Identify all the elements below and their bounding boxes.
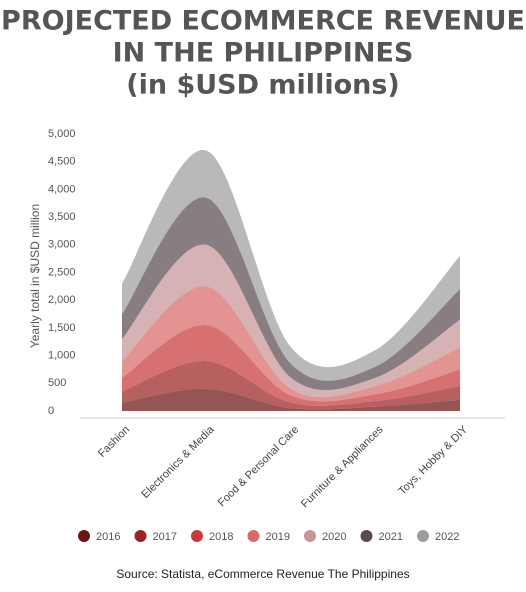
legend-marker xyxy=(417,530,429,542)
legend-label: 2019 xyxy=(266,531,290,543)
legend-marker xyxy=(247,530,260,542)
area xyxy=(122,361,460,410)
x-tick-label: Food & Personal Care xyxy=(216,424,301,509)
x-tick-label: Furniture & Appliances xyxy=(299,423,386,510)
chart-title: IN THE PHILIPPINES xyxy=(113,38,414,69)
legend-marker xyxy=(78,530,90,542)
area xyxy=(122,324,460,406)
y-tick-label: 3,500 xyxy=(48,211,76,223)
y-tick-label: 0 xyxy=(48,405,54,417)
y-axis-label: Yearly total in $USD million xyxy=(28,204,42,348)
x-tick-label: Toys, Hobby & DIY xyxy=(396,423,470,497)
y-tick-label: 2,000 xyxy=(48,294,76,306)
chart-title: (in $USD millions) xyxy=(126,70,400,101)
x-tick-label: Fashion xyxy=(96,424,132,460)
legend-marker xyxy=(191,530,203,542)
area xyxy=(122,244,460,398)
legend-label: 2022 xyxy=(435,531,459,543)
y-tick-label: 4,000 xyxy=(48,183,76,195)
legend-marker xyxy=(304,530,316,542)
y-tick-label: 4,500 xyxy=(48,156,76,168)
source: Source: Statista, eCommerce Revenue The … xyxy=(116,567,409,581)
legend-marker xyxy=(360,530,373,542)
legend-label: 2021 xyxy=(379,531,403,543)
legend-label: 2016 xyxy=(96,531,120,543)
area xyxy=(122,286,460,402)
y-tick-label: 2,500 xyxy=(48,266,76,278)
y-tick-label: 5,000 xyxy=(48,128,76,140)
y-tick-label: 1,500 xyxy=(48,322,76,334)
y-tick-label: 1,000 xyxy=(48,350,76,362)
legend-label: 2020 xyxy=(322,531,346,543)
legend-label: 2018 xyxy=(209,531,233,543)
area xyxy=(122,388,460,411)
y-tick-label: 500 xyxy=(48,377,66,389)
x-tick-label: Electronics & Media xyxy=(139,423,217,501)
legend-marker xyxy=(134,530,147,542)
chart-title: PROJECTED ECOMMERCE REVENUE xyxy=(1,6,525,37)
legend-label: 2017 xyxy=(153,531,177,543)
y-tick-label: 3,000 xyxy=(48,239,76,251)
